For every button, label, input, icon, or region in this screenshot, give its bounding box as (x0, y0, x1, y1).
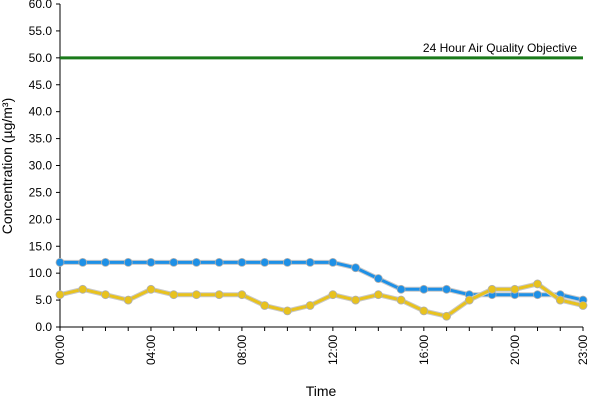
y-axis-title: Concentration (µg/m³) (0, 98, 15, 234)
y-tick-label: 30.0 (29, 159, 53, 173)
y-tick-label: 40.0 (29, 105, 53, 119)
y-tick-label: 45.0 (29, 78, 53, 92)
y-tick-label: 55.0 (29, 24, 53, 38)
data-point (123, 257, 133, 267)
x-tick-label: 20:00 (508, 335, 522, 365)
data-point (146, 284, 156, 294)
y-tick-label: 50.0 (29, 51, 53, 65)
data-point (214, 290, 224, 300)
y-tick-label: 20.0 (29, 212, 53, 226)
data-point (442, 311, 451, 321)
data-point (464, 295, 474, 305)
data-point (396, 284, 406, 294)
data-point (419, 306, 429, 316)
series-group (55, 257, 588, 321)
x-tick-label: 08:00 (235, 335, 249, 365)
x-tick-label: 12:00 (326, 335, 340, 365)
series-1 (55, 279, 588, 321)
data-point (510, 284, 520, 294)
x-tick-label: 23:00 (576, 335, 590, 365)
y-tick-label: 10.0 (29, 266, 53, 280)
data-point (419, 284, 429, 294)
data-point (282, 257, 292, 267)
data-point (237, 290, 247, 300)
x-tick-label: 00:00 (53, 335, 67, 365)
data-point (442, 284, 451, 294)
data-point (260, 257, 270, 267)
data-point (55, 257, 65, 267)
y-tick-label: 35.0 (29, 132, 53, 146)
data-point (578, 301, 588, 310)
data-point (146, 257, 156, 267)
y-tick-label: 5.0 (35, 293, 52, 307)
data-point (237, 257, 247, 267)
data-point (328, 290, 338, 300)
data-point (328, 257, 338, 267)
data-point (305, 257, 315, 267)
data-point (533, 279, 542, 289)
data-point (78, 257, 88, 267)
y-tick-label: 60.0 (29, 0, 53, 11)
series-line (59, 282, 584, 318)
data-point (396, 295, 406, 305)
data-point (305, 301, 315, 310)
data-point (373, 274, 383, 283)
data-point (373, 290, 383, 300)
data-point (55, 290, 65, 300)
x-ticks: 00:00 04:00 08:00 12:00 16:00 20:00 23:00 (53, 327, 590, 365)
x-tick-label: 16:00 (417, 335, 431, 365)
data-point (533, 290, 542, 300)
data-point (214, 257, 224, 267)
data-point (555, 295, 565, 305)
data-point (192, 257, 201, 267)
data-point (169, 257, 179, 267)
x-tick-label: 04:00 (144, 335, 158, 365)
data-point (487, 284, 497, 294)
data-point (351, 263, 361, 273)
objective-label: 24 Hour Air Quality Objective (423, 41, 577, 55)
objective-line-group: 24 Hour Air Quality Objective (60, 41, 583, 60)
data-point (101, 290, 110, 300)
data-point (169, 290, 179, 300)
data-point (123, 295, 133, 305)
data-point (260, 301, 270, 310)
series-0 (55, 257, 588, 305)
y-tick-label: 25.0 (29, 185, 53, 199)
data-point (78, 284, 88, 294)
x-axis-title: Time (306, 383, 337, 399)
data-point (351, 295, 361, 305)
data-point (282, 306, 292, 316)
y-tick-label: 15.0 (29, 239, 53, 253)
y-ticks: 0.0 5.0 10.0 15.0 20.0 25.0 30.0 35.0 40.0 45.0 50… (29, 0, 60, 334)
y-tick-label: 0.0 (35, 320, 52, 334)
data-point (101, 257, 110, 267)
data-point (192, 290, 201, 300)
